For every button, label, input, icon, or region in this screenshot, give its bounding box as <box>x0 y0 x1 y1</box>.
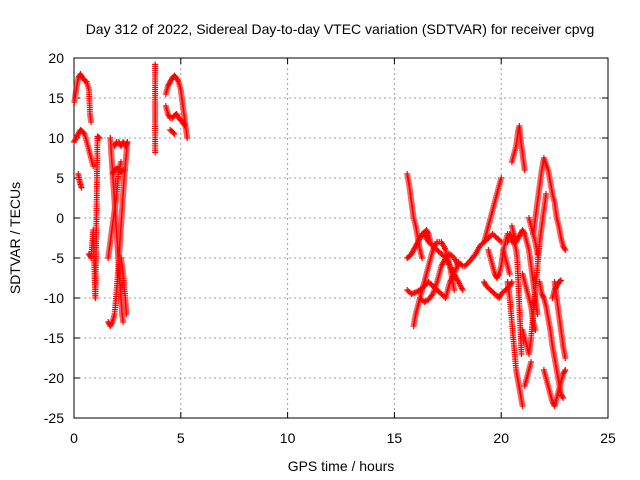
data-point <box>455 263 462 269</box>
data-point <box>120 319 127 325</box>
data-point <box>90 163 97 169</box>
data-points <box>71 61 569 409</box>
data-point <box>108 320 115 327</box>
x-axis-label: GPS time / hours <box>288 458 395 474</box>
data-point <box>534 251 541 257</box>
x-axis-ticks: 0 5 10 15 20 25 <box>70 58 616 446</box>
data-point <box>532 327 539 333</box>
y-tick-label: 15 <box>48 90 64 106</box>
data-point <box>543 191 550 197</box>
data-point <box>560 395 567 401</box>
data-point <box>95 134 102 141</box>
data-point <box>124 139 131 145</box>
data-point <box>152 149 159 156</box>
chart-title: Day 312 of 2022, Sidereal Day-to-day VTE… <box>86 21 595 37</box>
data-point <box>78 184 85 191</box>
data-point <box>518 351 525 357</box>
data-point <box>123 311 130 317</box>
x-tick-label: 5 <box>177 430 185 446</box>
data-point <box>459 287 466 293</box>
data-point <box>520 229 527 236</box>
data-point <box>119 167 126 174</box>
y-axis-ticks: -25 -20 -15 -10 -5 0 5 10 15 20 <box>44 50 608 426</box>
x-tick-label: 15 <box>387 430 403 446</box>
data-point <box>117 159 124 165</box>
data-point <box>556 278 563 285</box>
y-tick-label: 0 <box>56 210 64 226</box>
y-tick-label: -25 <box>44 410 64 426</box>
y-tick-label: -5 <box>52 250 65 266</box>
data-point <box>561 245 568 252</box>
data-point <box>519 403 526 409</box>
plot-frame <box>73 57 609 419</box>
data-point <box>174 77 181 84</box>
data-point <box>96 135 103 141</box>
y-tick-label: -15 <box>44 330 64 346</box>
data-point <box>561 368 568 375</box>
y-tick-label: -10 <box>44 290 64 306</box>
y-tick-label: 10 <box>48 130 64 146</box>
data-point <box>540 293 547 300</box>
data-point <box>528 359 535 365</box>
data-point <box>559 393 566 400</box>
data-point <box>419 255 426 261</box>
y-axis-label: SDTVAR / TECUs <box>7 182 23 294</box>
data-point <box>181 121 188 128</box>
data-point <box>506 271 513 277</box>
data-point <box>451 287 458 293</box>
data-point <box>80 129 87 136</box>
x-tick-label: 25 <box>600 430 616 446</box>
x-tick-label: 0 <box>70 430 78 446</box>
data-point <box>182 123 189 129</box>
data-point <box>170 129 177 136</box>
y-tick-label: 5 <box>56 170 64 186</box>
data-point <box>562 247 569 253</box>
data-point <box>424 229 431 236</box>
x-tick-label: 20 <box>493 430 509 446</box>
data-point <box>495 272 502 279</box>
y-tick-label: 20 <box>48 50 64 66</box>
data-point <box>171 131 178 137</box>
data-point <box>122 167 129 173</box>
data-point <box>88 119 95 125</box>
data-point <box>558 277 565 284</box>
y-tick-label: -20 <box>44 370 64 386</box>
data-point <box>498 175 505 181</box>
data-point <box>562 355 569 361</box>
x-tick-label: 10 <box>280 430 296 446</box>
data-point <box>521 167 528 173</box>
data-point <box>508 280 515 287</box>
data-point <box>562 367 569 373</box>
data-point <box>184 135 191 141</box>
data-point <box>123 140 130 147</box>
